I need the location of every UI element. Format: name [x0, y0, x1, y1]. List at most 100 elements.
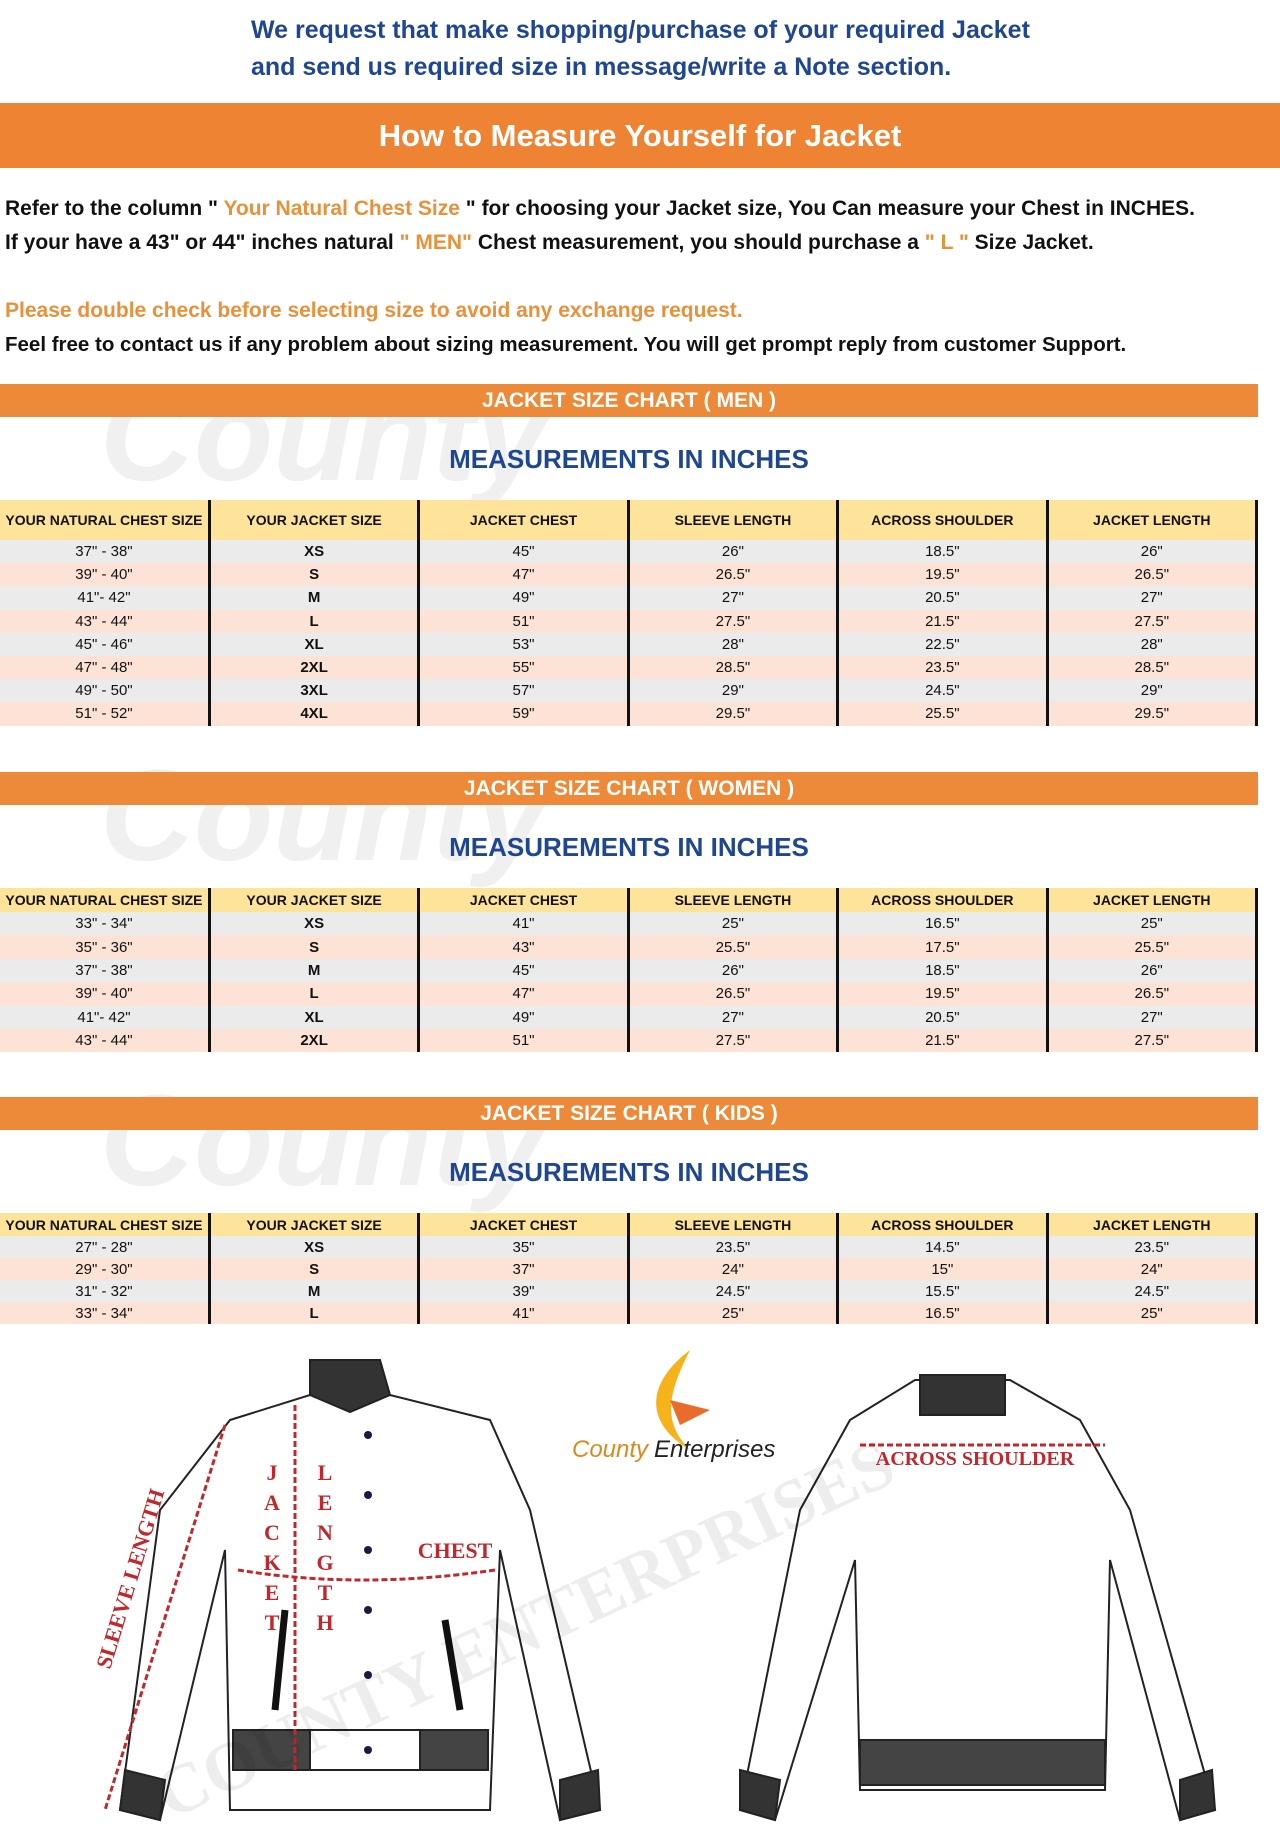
table-cell: 35" — [418, 1236, 630, 1258]
warning-text: Please double check before selecting siz… — [5, 299, 743, 322]
column-header: JACKET LENGTH — [1047, 1213, 1259, 1236]
highlight-men: " MEN" — [399, 231, 472, 254]
table-row: 39" - 40" L 47" 26.5" 19.5" 26.5" — [0, 982, 1259, 1006]
table-cell: 33" - 34" — [0, 912, 211, 936]
table-cell: 47" — [418, 982, 630, 1006]
table-cell: M — [209, 1280, 421, 1302]
column-header: ACROSS SHOULDER — [837, 888, 1049, 912]
table-cell: 43" - 44" — [0, 1028, 211, 1053]
table-cell: 27.5" — [1047, 609, 1259, 633]
table-cell: 26.5" — [628, 563, 840, 587]
across-shoulder-label: ACROSS SHOULDER — [876, 1448, 1075, 1470]
table-cell: 41" — [418, 912, 630, 936]
table-cell: 28.5" — [628, 655, 840, 680]
table-cell: 28" — [1047, 632, 1259, 656]
column-header: JACKET CHEST — [418, 1213, 630, 1236]
column-header: JACKET LENGTH — [1047, 500, 1259, 540]
intro-line-2: and send us required size in message/wri… — [251, 53, 952, 81]
table-cell: 35" - 36" — [0, 935, 211, 959]
column-header: JACKET CHEST — [418, 500, 630, 540]
table-cell: 25" — [628, 912, 840, 936]
table-cell: 21.5" — [837, 1028, 1049, 1053]
table-cell: 59" — [418, 702, 630, 726]
table-cell: 47" — [418, 563, 630, 587]
table-cell: L — [209, 1302, 421, 1324]
table-cell: 23.5" — [1047, 1236, 1259, 1258]
table-cell: 39" - 40" — [0, 982, 211, 1006]
size-table: YOUR NATURAL CHEST SIZE YOUR JACKET SIZE J… — [0, 888, 1259, 1053]
table-cell: 16.5" — [837, 912, 1049, 936]
table-cell: 17.5" — [837, 935, 1049, 959]
table-cell: L — [209, 609, 421, 633]
column-header: YOUR JACKET SIZE — [209, 888, 421, 912]
table-row: 45" - 46" XL 53" 28" 22.5" 28" — [0, 632, 1259, 656]
measurements-label: MEASUREMENTS IN INCHES — [449, 1157, 809, 1187]
table-row: 41"- 42" XL 49" 27" 20.5" 27" — [0, 1005, 1259, 1029]
table-row: 47" - 48" 2XL 55" 28.5" 23.5" 28.5" — [0, 655, 1259, 680]
table-cell: 37" - 38" — [0, 958, 211, 983]
size-chart-title: JACKET SIZE CHART ( KIDS ) — [0, 1097, 1258, 1130]
column-header: SLEEVE LENGTH — [628, 888, 840, 912]
table-header: YOUR NATURAL CHEST SIZE YOUR JACKET SIZE J… — [0, 1213, 1259, 1236]
table-header: YOUR NATURAL CHEST SIZE YOUR JACKET SIZE J… — [0, 888, 1259, 912]
table-cell: 27.5" — [628, 1028, 840, 1053]
watermark: County — [100, 362, 548, 508]
table-cell: 49" — [418, 1005, 630, 1029]
column-header: YOUR NATURAL CHEST SIZE — [0, 888, 211, 912]
table-cell: 28.5" — [1047, 655, 1259, 680]
table-cell: XL — [209, 1005, 421, 1029]
table-row: 33" - 34" XS 41" 25" 16.5" 25" — [0, 912, 1259, 936]
table-cell: 19.5" — [837, 563, 1049, 587]
size-chart-title: JACKET SIZE CHART ( WOMEN ) — [0, 772, 1258, 805]
table-cell: 27" — [628, 586, 840, 610]
table-cell: 24.5" — [1047, 1280, 1259, 1302]
table-cell: 23.5" — [628, 1236, 840, 1258]
table-cell: 43" — [418, 935, 630, 959]
table-cell: 15.5" — [837, 1280, 1049, 1302]
column-header: JACKET CHEST — [418, 888, 630, 912]
watermark: County — [100, 742, 548, 888]
table-cell: 45" — [418, 540, 630, 564]
table-cell: 45" — [418, 958, 630, 983]
table-cell: 20.5" — [837, 586, 1049, 610]
table-cell: 39" — [418, 1280, 630, 1302]
column-header: YOUR NATURAL CHEST SIZE — [0, 500, 211, 540]
column-header: SLEEVE LENGTH — [628, 1213, 840, 1236]
table-cell: 2XL — [209, 1028, 421, 1053]
table-cell: 53" — [418, 632, 630, 656]
table-cell: 26.5" — [628, 982, 840, 1006]
table-cell: 47" - 48" — [0, 655, 211, 680]
table-cell: 24" — [1047, 1258, 1259, 1280]
column-header: YOUR JACKET SIZE — [209, 500, 421, 540]
column-header: JACKET LENGTH — [1047, 888, 1259, 912]
table-cell: 18.5" — [837, 958, 1049, 983]
table-row: 43" - 44" 2XL 51" 27.5" 21.5" 27.5" — [0, 1028, 1259, 1053]
measurements-label: MEASUREMENTS IN INCHES — [449, 832, 809, 862]
table-cell: 57" — [418, 679, 630, 703]
table-cell: 27" — [628, 1005, 840, 1029]
table-cell: S — [209, 1258, 421, 1280]
table-cell: 39" - 40" — [0, 563, 211, 587]
chest-label: CHEST — [418, 1538, 493, 1563]
table-cell: 29" — [628, 679, 840, 703]
table-header: YOUR NATURAL CHEST SIZE YOUR JACKET SIZE J… — [0, 500, 1259, 540]
text: Chest measurement, you should purchase a — [471, 231, 925, 254]
table-cell: 26.5" — [1047, 982, 1259, 1006]
table-cell: 27.5" — [1047, 1028, 1259, 1053]
table-row: 29" - 30" S 37" 24" 15" 24" — [0, 1258, 1259, 1280]
table-cell: 26" — [1047, 958, 1259, 983]
table-cell: L — [209, 982, 421, 1006]
table-cell: 25" — [628, 1302, 840, 1324]
table-row: 43" - 44" L 51" 27.5" 21.5" 27.5" — [0, 609, 1259, 633]
table-cell: 29.5" — [1047, 702, 1259, 726]
table-cell: 29.5" — [628, 702, 840, 726]
table-cell: 29" - 30" — [0, 1258, 211, 1280]
table-cell: 19.5" — [837, 982, 1049, 1006]
table-cell: 24" — [628, 1258, 840, 1280]
table-row: 37" - 38" M 45" 26" 18.5" 26" — [0, 958, 1259, 983]
main-title: How to Measure Yourself for Jacket — [0, 103, 1280, 168]
table-cell: M — [209, 958, 421, 983]
logo: County Enterprises — [572, 1436, 775, 1463]
table-cell: 25.5" — [628, 935, 840, 959]
